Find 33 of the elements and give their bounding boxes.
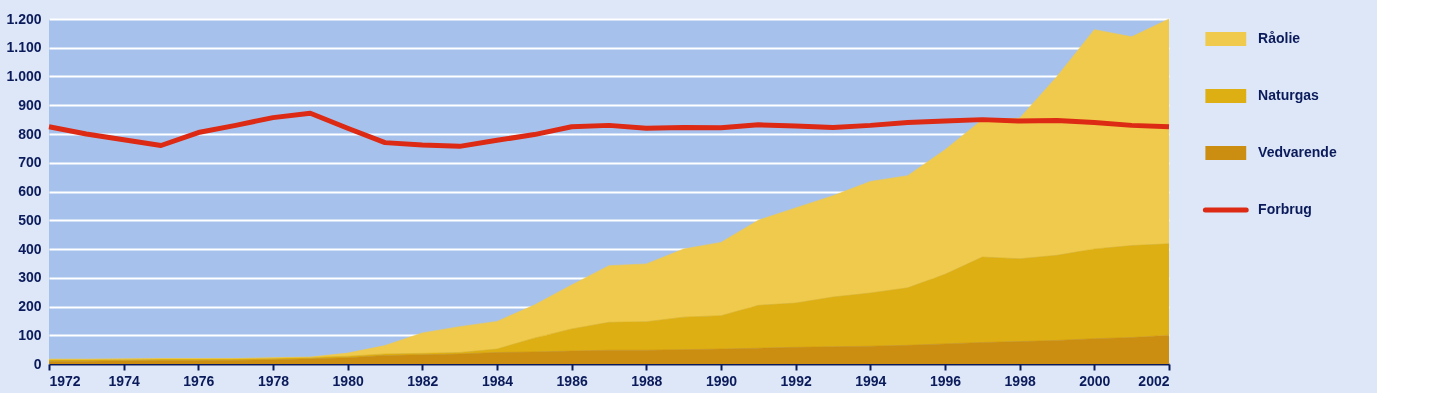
x-tick-label: 1992 bbox=[780, 372, 812, 389]
y-tick-label: 400 bbox=[18, 240, 42, 257]
y-tick-label: 700 bbox=[18, 154, 42, 171]
y-tick-label: 0 bbox=[33, 355, 42, 372]
x-tick-label: 1998 bbox=[1004, 372, 1036, 389]
x-tick-label: 1988 bbox=[631, 372, 663, 389]
y-tick-label: 300 bbox=[18, 269, 42, 286]
x-tick-label: 1986 bbox=[556, 372, 588, 389]
legend-label: Forbrug bbox=[1258, 201, 1312, 217]
legend-label: Naturgas bbox=[1258, 87, 1319, 103]
y-tick-label: 900 bbox=[18, 96, 42, 113]
y-tick-label: 600 bbox=[18, 183, 42, 199]
legend-label: Råolie bbox=[1258, 30, 1301, 46]
x-tick-label: 1978 bbox=[257, 372, 290, 389]
x-tick-label: 2000 bbox=[1079, 372, 1111, 389]
y-tick-label: 800 bbox=[18, 125, 42, 142]
x-tick-label: 2002 bbox=[1138, 372, 1170, 389]
y-tick-label: 500 bbox=[18, 211, 42, 228]
x-tick-label: 1996 bbox=[929, 372, 962, 389]
y-tick-label: 200 bbox=[18, 298, 42, 314]
x-tick-label: 1982 bbox=[407, 372, 439, 389]
x-tick-label: 1984 bbox=[481, 372, 514, 389]
x-tick-label: 1994 bbox=[855, 372, 887, 389]
x-tick-label: 1974 bbox=[108, 372, 140, 389]
x-tick-label: 1972 bbox=[49, 372, 81, 389]
x-tick-label: 1976 bbox=[183, 372, 215, 389]
y-tick-label: 100 bbox=[18, 326, 42, 343]
x-tick-label: 1980 bbox=[332, 372, 364, 389]
y-tick-label: 1.100 bbox=[6, 39, 42, 56]
legend-label: Vedvarende bbox=[1258, 144, 1337, 160]
y-tick-label: 1.200 bbox=[6, 10, 42, 27]
x-tick-label: 1990 bbox=[705, 372, 738, 389]
y-tick-label: 1.000 bbox=[6, 68, 42, 84]
